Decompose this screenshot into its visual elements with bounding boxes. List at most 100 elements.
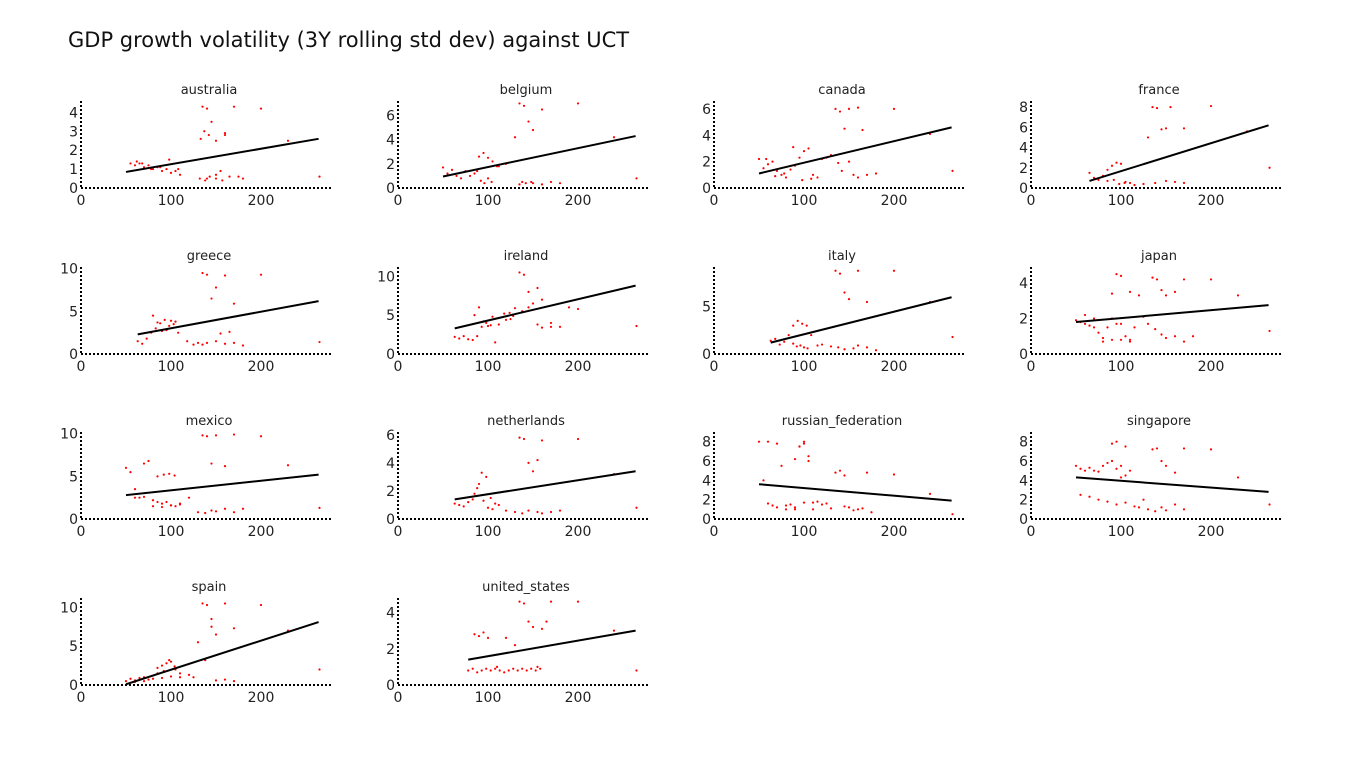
data-point	[820, 503, 824, 506]
data-point	[223, 602, 227, 605]
data-point	[838, 469, 842, 472]
data-point	[286, 464, 290, 467]
data-point	[951, 169, 954, 172]
x-tick-label: 100	[475, 524, 502, 540]
data-point	[807, 459, 810, 463]
data-point	[141, 342, 144, 345]
data-point	[766, 440, 770, 443]
data-point	[540, 108, 544, 111]
trend-line	[125, 137, 319, 173]
data-point	[507, 669, 510, 672]
data-point	[482, 151, 485, 155]
data-point	[228, 330, 231, 333]
data-point	[1191, 335, 1195, 338]
subplot-united-states: united_states 0 100 200 0 2 4	[386, 580, 650, 706]
data-point	[820, 343, 824, 346]
data-point	[1236, 294, 1240, 297]
data-point	[802, 501, 806, 504]
data-point	[160, 502, 164, 505]
data-point	[210, 625, 213, 628]
data-point	[204, 511, 207, 515]
data-point	[214, 173, 218, 176]
data-point	[187, 496, 191, 499]
data-point	[1124, 445, 1127, 448]
subplot-title: canada	[818, 83, 866, 98]
data-point	[1115, 322, 1118, 325]
data-point	[852, 509, 855, 512]
data-point	[798, 445, 801, 448]
data-point	[1142, 182, 1145, 186]
subplot-japan: japan 0 100 200 0 2 4	[1019, 249, 1283, 375]
y-tick-label: 6	[386, 428, 395, 444]
data-point	[549, 510, 553, 514]
data-point	[1110, 292, 1114, 295]
data-point	[865, 471, 869, 474]
x-tick-label: 100	[158, 524, 185, 540]
data-point	[446, 172, 449, 175]
data-point	[286, 139, 290, 142]
data-point	[799, 344, 802, 347]
data-point	[1119, 338, 1123, 341]
data-point	[766, 163, 770, 166]
data-point	[491, 160, 494, 163]
data-point	[151, 677, 155, 680]
data-point	[318, 340, 321, 344]
data-point	[138, 496, 141, 499]
data-point	[861, 507, 864, 510]
data-point	[476, 335, 479, 338]
data-point	[223, 678, 227, 681]
data-point	[1268, 329, 1271, 333]
data-point	[549, 180, 553, 184]
y-tick-label: 4	[1019, 473, 1028, 489]
data-point	[232, 627, 236, 630]
data-point	[133, 496, 137, 499]
data-point	[1088, 495, 1091, 498]
y-tick-label: 0	[69, 512, 78, 528]
y-tick-label: 0	[386, 678, 395, 694]
subplot-title: italy	[828, 249, 856, 264]
y-tick-label: 4	[1019, 141, 1028, 157]
subplot-title: singapore	[1127, 414, 1191, 429]
data-point	[1142, 498, 1145, 501]
data-point	[187, 673, 191, 677]
data-point	[892, 473, 896, 476]
subplot-title: ireland	[504, 249, 549, 264]
data-point	[498, 669, 501, 672]
data-point	[558, 509, 562, 512]
data-point	[512, 667, 515, 670]
data-point	[232, 433, 236, 436]
data-point	[160, 505, 164, 509]
data-point	[214, 286, 218, 289]
data-point	[205, 107, 209, 110]
data-point	[156, 475, 159, 478]
data-point	[792, 324, 795, 327]
y-tick-label: 6	[702, 102, 711, 118]
data-point	[1074, 464, 1078, 467]
subplot-greece: greece 0 100 200 0 5 10	[60, 249, 333, 375]
data-point	[142, 462, 146, 465]
y-tick-label: 4	[386, 456, 395, 472]
x-tick-label: 0	[394, 193, 403, 209]
data-point	[489, 496, 492, 500]
data-point	[480, 669, 483, 672]
data-point	[178, 672, 182, 675]
data-point	[142, 680, 146, 683]
data-point	[802, 440, 806, 443]
data-point	[203, 130, 206, 133]
data-point	[160, 676, 164, 680]
data-point	[518, 183, 521, 186]
y-tick-label: 5	[69, 304, 78, 320]
data-point	[1155, 447, 1159, 450]
data-point	[1146, 136, 1150, 139]
data-point	[811, 508, 815, 511]
data-point	[1182, 447, 1186, 450]
data-point	[168, 324, 171, 327]
data-point	[527, 306, 530, 309]
data-point	[806, 347, 809, 350]
data-point	[486, 506, 490, 509]
data-point	[1173, 290, 1177, 293]
data-point	[468, 174, 472, 178]
data-point	[486, 156, 490, 159]
data-point	[1173, 180, 1177, 184]
y-tick-label: 2	[1019, 311, 1028, 327]
